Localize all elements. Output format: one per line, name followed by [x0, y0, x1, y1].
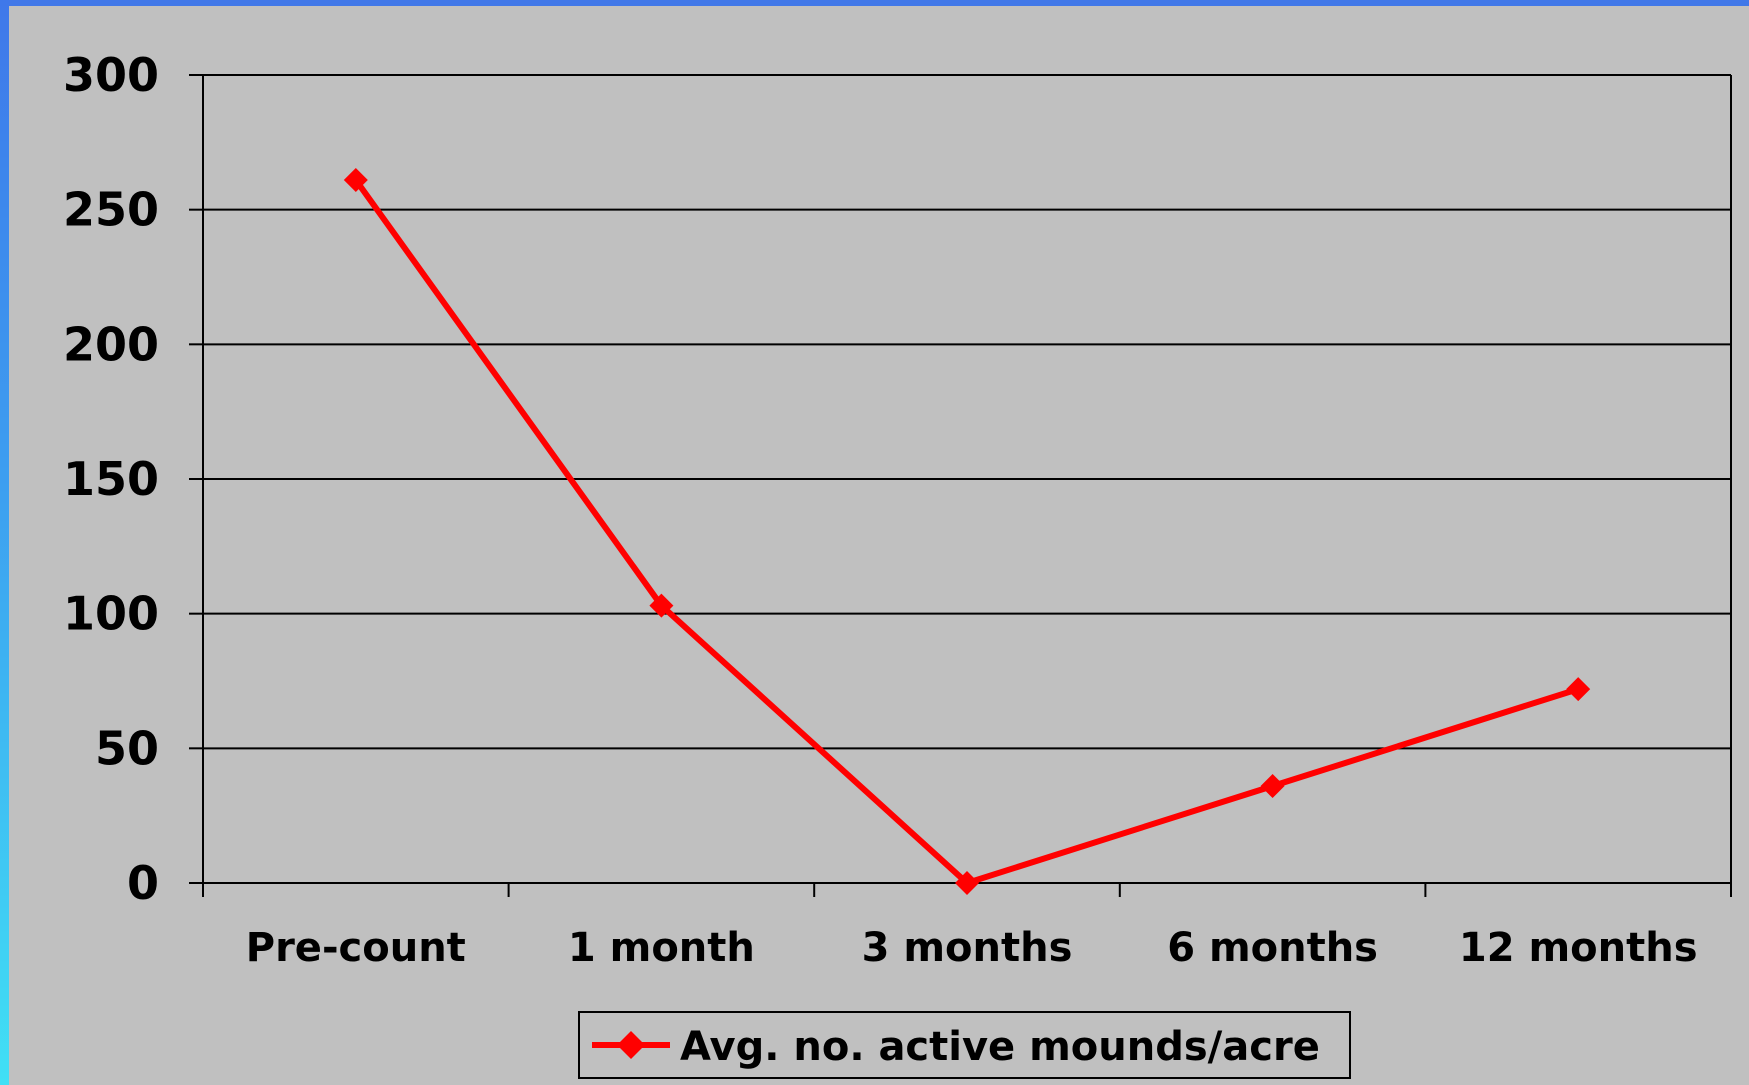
series-line: [353, 178, 1580, 886]
y-tick-label: 50: [95, 721, 159, 775]
y-tick-label: 100: [63, 587, 159, 641]
legend-label: Avg. no. active mounds/acre: [680, 1024, 1320, 1070]
legend-marker-swatch: [617, 1031, 645, 1059]
y-tick-label: 300: [63, 48, 159, 102]
top-edge-strip: [0, 0, 1749, 6]
legend: Avg. no. active mounds/acre: [578, 1011, 1351, 1079]
data-point-marker: [1260, 774, 1285, 799]
y-tick-label: 200: [63, 317, 159, 371]
data-point-marker: [649, 593, 674, 618]
y-axis-tick-labels: 0 50 100 150 200 250 300: [63, 48, 159, 910]
data-point-marker: [343, 168, 368, 193]
x-tick-label: 1 month: [568, 925, 755, 971]
y-tick-label: 150: [63, 452, 159, 506]
x-tick-label: 12 months: [1459, 925, 1698, 971]
legend-box: [578, 1011, 1351, 1079]
x-axis-tick-marks: [202, 883, 1732, 897]
x-tick-label: 3 months: [862, 925, 1073, 971]
x-axis-tick-labels: Pre-count 1 month 3 months 6 months 12 month…: [246, 925, 1698, 971]
series-avg-active-mounds: [343, 168, 1591, 895]
x-tick-label: 6 months: [1167, 925, 1378, 971]
y-tick-label: 250: [63, 183, 159, 237]
y-tick-label: 0: [127, 856, 159, 910]
gridlines: [203, 74, 1731, 750]
x-tick-label: Pre-count: [246, 925, 466, 971]
left-edge-strip: [0, 0, 9, 1085]
data-point-marker: [955, 871, 979, 895]
data-point-marker: [1566, 677, 1591, 702]
